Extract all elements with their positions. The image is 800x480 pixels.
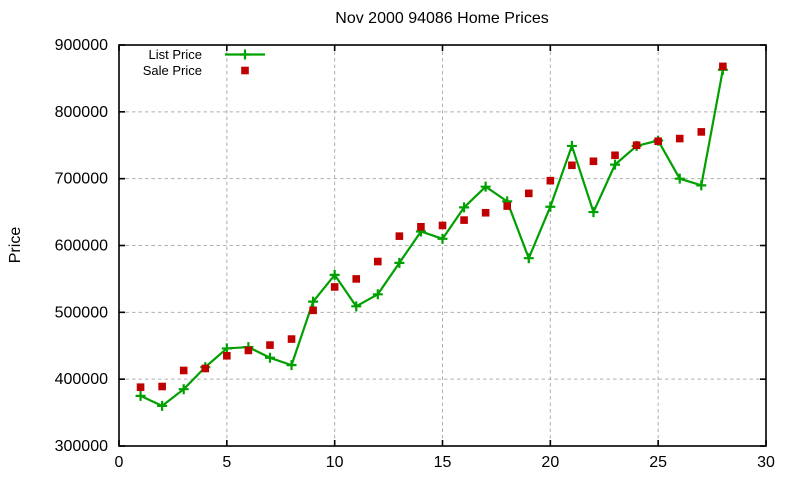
list-price-marker <box>610 159 621 170</box>
y-tick-label: 400000 <box>55 371 108 388</box>
list-price-marker <box>674 173 685 184</box>
sale-price-marker <box>524 189 533 198</box>
list-price-marker <box>437 233 448 244</box>
list-price-marker <box>264 352 275 363</box>
sale-price-marker <box>223 351 231 360</box>
sale-price-marker <box>244 346 253 355</box>
list-price-marker <box>286 360 297 371</box>
sale-price-marker <box>632 141 641 150</box>
sale-price-marker <box>675 134 684 143</box>
sale-price-marker <box>395 232 404 240</box>
y-tick-label: 300000 <box>55 438 108 455</box>
list-price-marker <box>566 140 577 151</box>
y-tick-label: 900000 <box>55 37 108 54</box>
list-price-marker <box>178 384 189 395</box>
list-price-marker <box>545 201 556 212</box>
sale-price-marker <box>136 383 145 391</box>
x-tick-label: 0 <box>115 454 124 471</box>
legend-label: List Price <box>149 47 202 62</box>
list-price-marker <box>157 400 168 411</box>
sale-price-marker <box>460 216 468 224</box>
legend-cross-sample <box>240 49 250 60</box>
list-price-marker <box>329 269 340 280</box>
list-price-marker <box>351 301 362 312</box>
x-tick-label: 25 <box>649 454 667 471</box>
sale-price-marker <box>201 364 210 373</box>
sale-price-marker <box>352 275 361 283</box>
list-price-marker <box>394 257 405 268</box>
sale-price-marker <box>266 341 274 349</box>
x-tick-label: 30 <box>757 454 775 471</box>
sale-price-marker <box>417 222 425 231</box>
sale-price-marker <box>654 137 662 146</box>
y-tick-label: 600000 <box>55 238 108 255</box>
sale-price-marker <box>503 202 511 210</box>
list-price-line <box>140 69 724 407</box>
x-tick-label: 20 <box>541 454 559 471</box>
list-price-marker <box>523 253 534 264</box>
list-price-marker <box>372 289 383 300</box>
sale-price-marker <box>611 151 619 160</box>
sale-price-marker <box>481 208 490 217</box>
list-price-marker <box>480 181 491 192</box>
x-tick-label: 5 <box>222 454 231 471</box>
sale-price-marker <box>287 335 296 343</box>
sale-price-marker <box>179 366 188 375</box>
list-price-marker <box>459 202 470 213</box>
sale-price-marker <box>697 128 706 136</box>
sale-price-marker <box>589 157 598 166</box>
list-price-marker <box>221 343 232 354</box>
x-tick-label: 15 <box>434 454 452 471</box>
list-price-marker <box>308 296 319 307</box>
plot-render-root: 0 5 10 15 20 25 30 300000 400000 500000 600000 7000… <box>55 37 775 471</box>
list-price-marker <box>135 390 146 401</box>
sale-price-marker <box>546 176 555 185</box>
list-price-marker <box>696 180 707 191</box>
sale-price-marker <box>309 306 317 315</box>
y-tick-label: 800000 <box>55 104 108 121</box>
y-tick-label: 500000 <box>55 304 108 321</box>
sale-price-marker <box>719 62 727 71</box>
sale-price-marker <box>374 257 382 266</box>
chart-title: Nov 2000 94086 Home Prices <box>335 10 548 27</box>
legend-label: Sale Price <box>143 63 202 78</box>
sale-price-marker <box>568 161 576 170</box>
sale-price-marker <box>158 382 166 391</box>
legend-square-sample <box>241 66 249 75</box>
list-price-marker <box>588 207 599 218</box>
sale-price-marker <box>438 221 447 230</box>
y-tick-label: 700000 <box>55 171 108 188</box>
y-axis-label: Price <box>7 227 24 264</box>
x-tick-label: 10 <box>326 454 344 471</box>
sale-price-marker <box>330 283 339 291</box>
